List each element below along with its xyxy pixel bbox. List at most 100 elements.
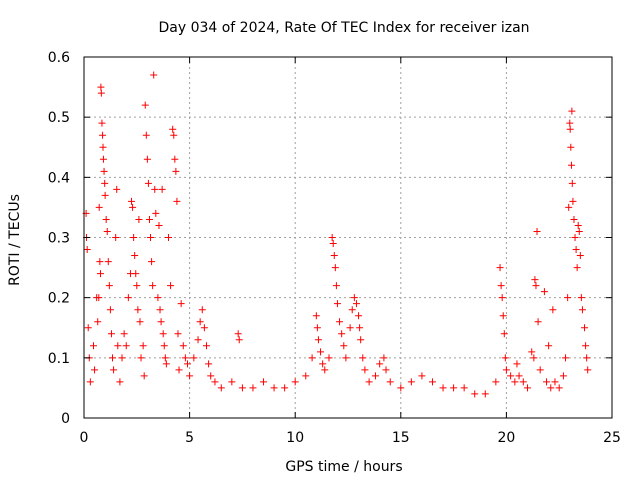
data-point: [118, 354, 126, 362]
data-point: [234, 330, 242, 338]
data-points: [82, 71, 592, 398]
data-point: [573, 264, 581, 272]
data-point: [94, 318, 102, 326]
data-point: [371, 372, 379, 380]
data-point: [260, 378, 268, 386]
y-tick-label: 0.6: [48, 50, 70, 66]
data-point: [502, 366, 510, 374]
data-point: [582, 342, 590, 350]
data-point: [583, 354, 591, 362]
data-point: [122, 342, 130, 350]
data-point: [533, 227, 541, 235]
data-point: [270, 384, 278, 392]
data-point: [141, 101, 149, 109]
data-point: [136, 318, 144, 326]
data-point: [540, 288, 548, 296]
data-point: [302, 372, 310, 380]
data-point: [578, 306, 586, 314]
data-point: [109, 354, 117, 362]
data-point: [90, 342, 98, 350]
data-point: [128, 197, 136, 205]
data-point: [559, 372, 567, 380]
data-point: [124, 294, 132, 302]
data-point: [530, 354, 538, 362]
data-point: [361, 366, 369, 374]
data-point: [164, 234, 172, 241]
data-point: [161, 354, 169, 362]
data-point: [196, 318, 204, 326]
data-point: [500, 330, 508, 338]
data-point: [567, 143, 575, 151]
data-point: [531, 276, 539, 284]
data-point: [570, 215, 578, 223]
data-point: [471, 390, 479, 398]
x-tick-label: 15: [392, 430, 410, 446]
data-point: [131, 252, 139, 260]
data-point: [106, 306, 114, 314]
data-point: [336, 318, 344, 326]
data-point: [565, 203, 573, 211]
data-point: [183, 360, 191, 368]
data-point: [98, 119, 106, 127]
data-point: [134, 306, 142, 314]
data-point: [179, 342, 187, 350]
data-point: [120, 330, 128, 338]
data-point: [91, 366, 99, 374]
data-point: [147, 234, 155, 241]
data-point: [496, 264, 504, 272]
data-point: [86, 378, 94, 386]
y-tick-label: 0.1: [48, 351, 70, 367]
data-point: [145, 215, 153, 223]
data-point: [460, 384, 468, 392]
data-point: [439, 384, 447, 392]
data-point: [99, 143, 107, 151]
y-tick-label: 0.4: [48, 170, 70, 186]
data-point: [99, 131, 107, 139]
data-point: [156, 306, 164, 314]
axis-ticks: [83, 56, 613, 419]
data-point: [428, 378, 436, 386]
data-point: [169, 125, 177, 133]
data-point: [352, 300, 360, 308]
data-point: [319, 360, 327, 368]
data-point: [330, 252, 338, 260]
data-point: [129, 203, 137, 211]
data-point: [238, 384, 246, 392]
x-axis-label: GPS time / hours: [285, 459, 402, 475]
data-point: [549, 306, 557, 314]
data-point: [135, 215, 143, 223]
data-point: [132, 270, 140, 278]
data-point: [534, 318, 542, 326]
data-point: [152, 209, 160, 217]
data-point: [418, 372, 426, 380]
data-point: [154, 294, 162, 302]
data-point: [528, 348, 536, 356]
grid-lines: [84, 57, 612, 418]
data-point: [130, 234, 138, 241]
data-point: [356, 324, 364, 332]
data-point: [576, 252, 584, 260]
data-point: [566, 119, 574, 127]
data-point: [499, 312, 507, 320]
data-point: [181, 354, 189, 362]
data-point: [325, 354, 333, 362]
data-point: [113, 185, 121, 193]
data-point: [342, 354, 350, 362]
data-point: [162, 360, 170, 368]
data-point: [348, 306, 356, 314]
y-tick-label: 0.2: [48, 291, 70, 307]
data-point: [155, 221, 163, 229]
data-point: [536, 366, 544, 374]
data-point: [235, 336, 243, 344]
x-tick-label: 0: [80, 430, 89, 446]
data-point: [228, 378, 236, 386]
data-point: [574, 221, 582, 229]
data-point: [524, 384, 532, 392]
data-point: [177, 300, 185, 308]
data-point: [173, 197, 181, 205]
data-point: [217, 384, 225, 392]
data-point: [211, 378, 219, 386]
data-point: [160, 342, 168, 350]
data-point: [545, 342, 553, 350]
data-point: [105, 282, 113, 290]
